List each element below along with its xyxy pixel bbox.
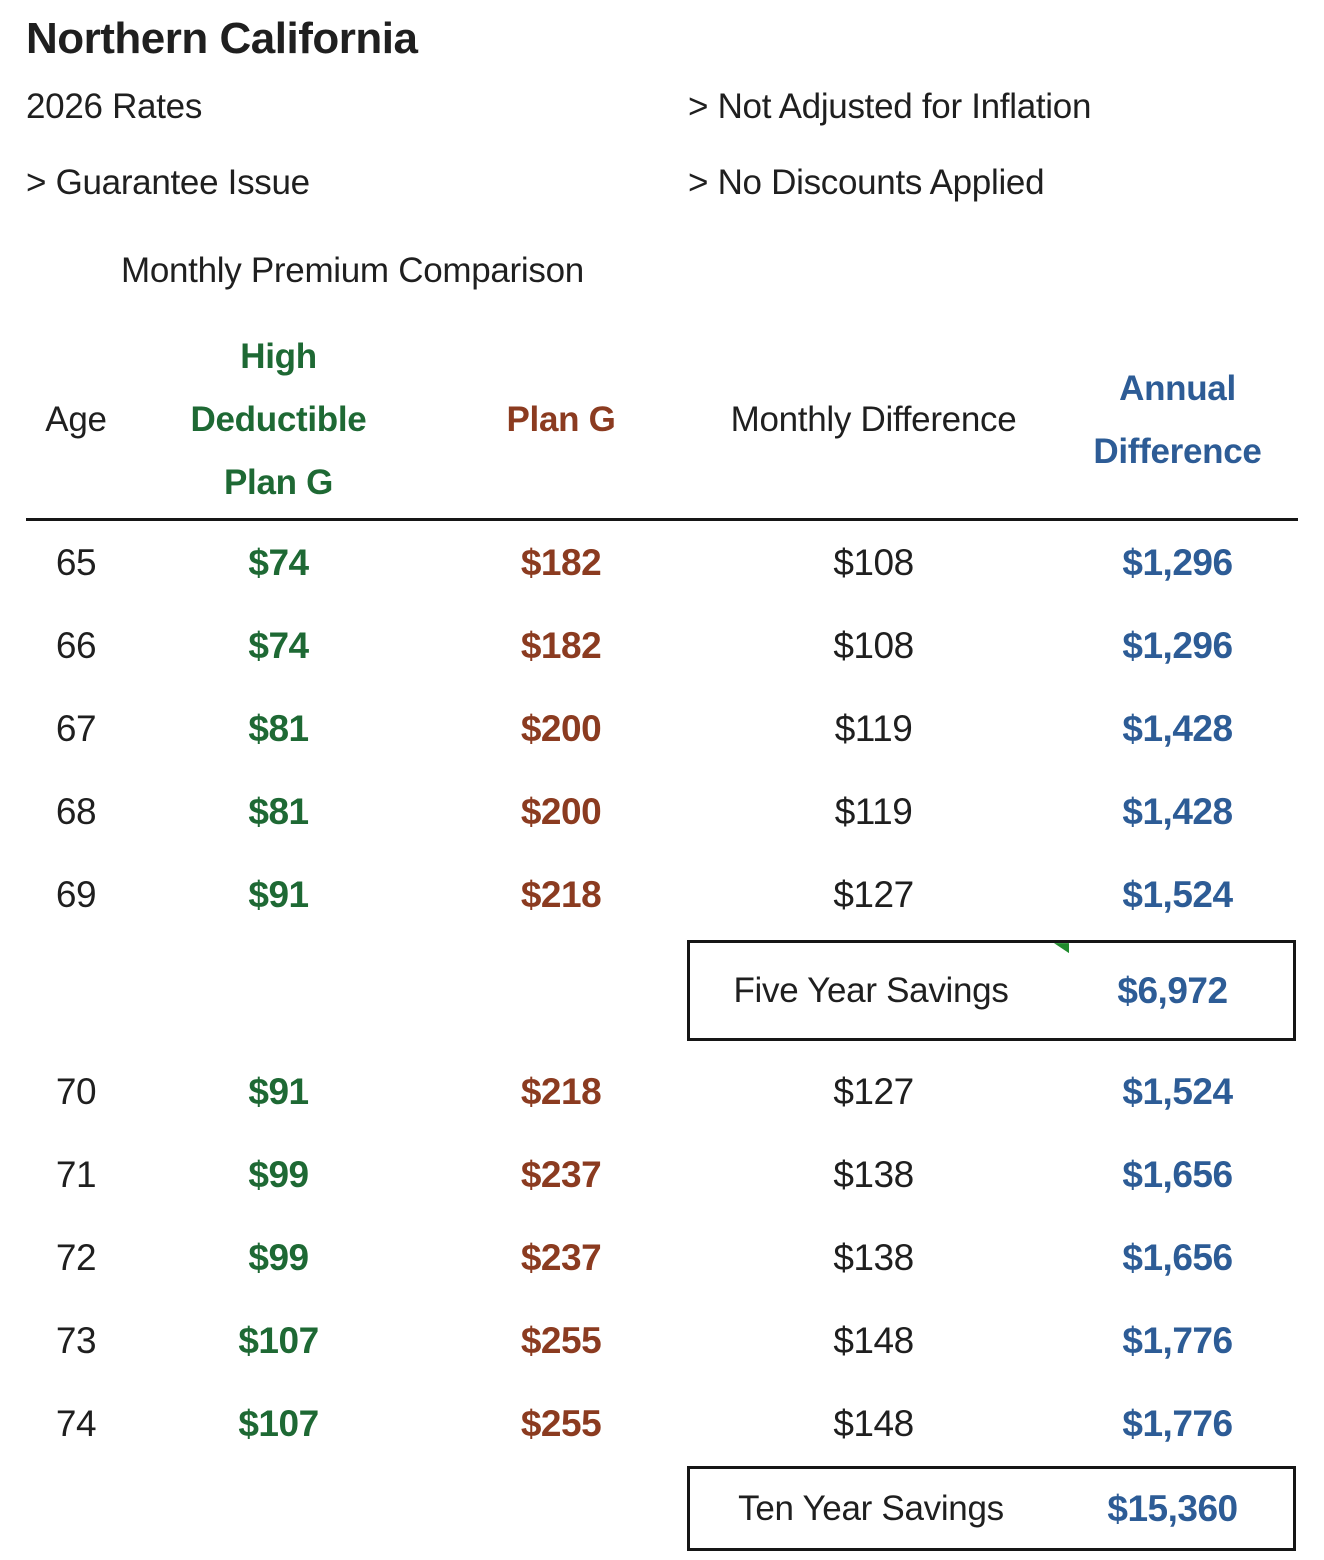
plan-g-cell: $237 (520, 1153, 602, 1195)
monthly-difference-cell: $138 (833, 1236, 914, 1278)
annual-difference-cell: $1,296 (1122, 624, 1233, 666)
high-deductible-plan-g-cell: $81 (248, 790, 309, 832)
page-title: Northern California (26, 14, 418, 63)
plan-g-cell: $218 (520, 1070, 602, 1112)
five-year-savings-box: Five Year Savings $6,972 (687, 940, 1296, 1042)
plan-g-cell: $182 (520, 624, 602, 666)
age-cell: 70 (55, 1070, 97, 1112)
table-row: 70 $91 $218 $127 $1,524 (26, 1050, 1298, 1133)
annual-difference-cell: $1,296 (1122, 541, 1233, 583)
plan-g-cell: $200 (520, 790, 602, 832)
age-cell: 65 (55, 541, 97, 583)
annual-difference-cell: $1,428 (1122, 707, 1233, 749)
table-row: 65 $74 $182 $108 $1,296 (26, 521, 1298, 604)
five-year-savings-label: Five Year Savings (733, 970, 1009, 1010)
table-row: 71 $99 $237 $138 $1,656 (26, 1133, 1298, 1216)
table-row: 68 $81 $200 $119 $1,428 (26, 770, 1298, 853)
plan-g-cell: $255 (520, 1402, 602, 1444)
header-monthly-difference: Monthly Difference (730, 400, 1017, 440)
plan-g-cell: $218 (520, 873, 602, 915)
header-plan-g: Plan G (506, 400, 616, 440)
age-cell: 71 (55, 1153, 97, 1195)
header-high-deductible-plan-g: High Deductible Plan G (190, 337, 367, 503)
cell-corner-flag-icon (1054, 943, 1069, 954)
monthly-difference-cell: $127 (833, 1070, 914, 1112)
plan-g-cell: $182 (520, 541, 602, 583)
monthly-difference-cell: $138 (833, 1153, 914, 1195)
table-title: Monthly Premium Comparison (121, 251, 584, 291)
table-row: 66 $74 $182 $108 $1,296 (26, 604, 1298, 687)
age-cell: 68 (55, 790, 97, 832)
high-deductible-plan-g-cell: $99 (248, 1153, 309, 1195)
not-adjusted-note: > Not Adjusted for Inflation (688, 86, 1092, 126)
guarantee-issue-note: > Guarantee Issue (26, 162, 310, 202)
ten-year-savings-label: Ten Year Savings (738, 1488, 1004, 1528)
monthly-difference-cell: $108 (833, 624, 914, 666)
rows-age-65-69: 65 $74 $182 $108 $1,296 66 $74 $182 $108… (26, 521, 1298, 936)
age-cell: 73 (55, 1319, 97, 1361)
age-cell: 74 (55, 1402, 97, 1444)
high-deductible-plan-g-cell: $107 (238, 1402, 319, 1444)
monthly-difference-cell: $148 (833, 1402, 914, 1444)
high-deductible-plan-g-cell: $74 (248, 624, 309, 666)
plan-g-cell: $200 (520, 707, 602, 749)
table-row: 73 $107 $255 $148 $1,776 (26, 1299, 1298, 1382)
table-row: 67 $81 $200 $119 $1,428 (26, 687, 1298, 770)
age-cell: 67 (55, 707, 97, 749)
annual-difference-cell: $1,524 (1122, 1070, 1233, 1112)
rows-age-70-74: 70 $91 $218 $127 $1,524 71 $99 $237 $138… (26, 1050, 1298, 1465)
annual-difference-cell: $1,428 (1122, 790, 1233, 832)
rates-year-label: 2026 Rates (26, 86, 203, 126)
table-row: 69 $91 $218 $127 $1,524 (26, 853, 1298, 936)
high-deductible-plan-g-cell: $107 (238, 1319, 319, 1361)
table-header-row: Age High Deductible Plan G Plan G Monthl… (26, 325, 1298, 522)
annual-difference-cell: $1,656 (1122, 1153, 1233, 1195)
monthly-difference-cell: $119 (834, 707, 913, 749)
annual-difference-cell: $1,776 (1122, 1319, 1233, 1361)
age-cell: 66 (55, 624, 97, 666)
age-cell: 69 (55, 873, 97, 915)
header-age: Age (45, 400, 107, 440)
monthly-difference-cell: $119 (834, 790, 913, 832)
plan-g-cell: $255 (520, 1319, 602, 1361)
monthly-difference-cell: $108 (833, 541, 914, 583)
rate-notes: 2026 Rates > Not Adjusted for Inflation … (26, 87, 1298, 204)
table-row: 72 $99 $237 $138 $1,656 (26, 1216, 1298, 1299)
ten-year-savings-value: $15,360 (1107, 1487, 1238, 1529)
monthly-difference-cell: $148 (833, 1319, 914, 1361)
annual-difference-cell: $1,524 (1122, 873, 1233, 915)
high-deductible-plan-g-cell: $99 (248, 1236, 309, 1278)
high-deductible-plan-g-cell: $81 (248, 707, 309, 749)
ten-year-savings-box: Ten Year Savings $15,360 (687, 1466, 1296, 1552)
annual-difference-cell: $1,776 (1122, 1402, 1233, 1444)
plan-g-cell: $237 (520, 1236, 602, 1278)
age-cell: 72 (55, 1236, 97, 1278)
annual-difference-cell: $1,656 (1122, 1236, 1233, 1278)
no-discounts-note: > No Discounts Applied (688, 162, 1045, 202)
high-deductible-plan-g-cell: $91 (248, 873, 309, 915)
high-deductible-plan-g-cell: $91 (248, 1070, 309, 1112)
header-annual-difference: Annual Difference (1093, 368, 1262, 471)
monthly-difference-cell: $127 (833, 873, 914, 915)
table-row: 74 $107 $255 $148 $1,776 (26, 1382, 1298, 1465)
high-deductible-plan-g-cell: $74 (248, 541, 309, 583)
five-year-savings-value: $6,972 (1117, 969, 1228, 1011)
